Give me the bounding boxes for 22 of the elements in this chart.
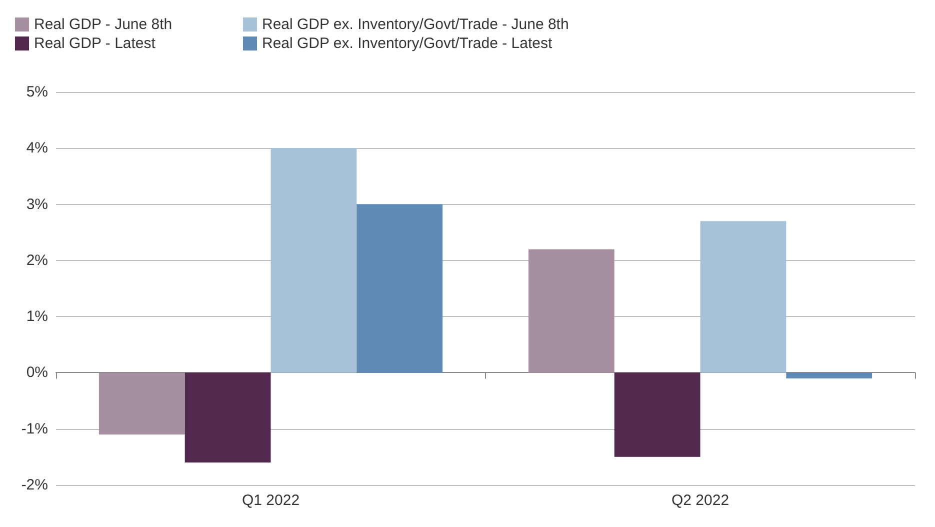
y-tick-label: -1% <box>21 420 48 438</box>
x-tick-label: Q2 2022 <box>671 492 730 509</box>
bar <box>614 372 700 457</box>
y-tick-label: 2% <box>26 252 48 269</box>
bar <box>700 221 786 373</box>
bar <box>528 249 614 373</box>
legend-label: Real GDP - Latest <box>34 35 156 52</box>
bar <box>98 372 185 434</box>
y-tick-label: -2% <box>21 476 48 494</box>
x-tick-label: Q1 2022 <box>242 492 300 509</box>
y-tick-label: 4% <box>26 140 48 157</box>
bar <box>356 204 443 373</box>
legend-label: Real GDP ex. Inventory/Govt/Trade - Latest <box>262 35 553 52</box>
bar <box>270 148 357 373</box>
legend-label: Real GDP - June 8th <box>34 16 172 33</box>
legend-label: Real GDP ex. Inventory/Govt/Trade - June 8th <box>262 16 569 33</box>
y-tick-label: 0% <box>26 364 48 382</box>
y-tick-label: 3% <box>26 196 48 213</box>
bar <box>786 372 872 378</box>
bar <box>184 372 271 463</box>
y-tick-label: 5% <box>26 84 48 100</box>
y-tick-label: 1% <box>26 308 48 326</box>
